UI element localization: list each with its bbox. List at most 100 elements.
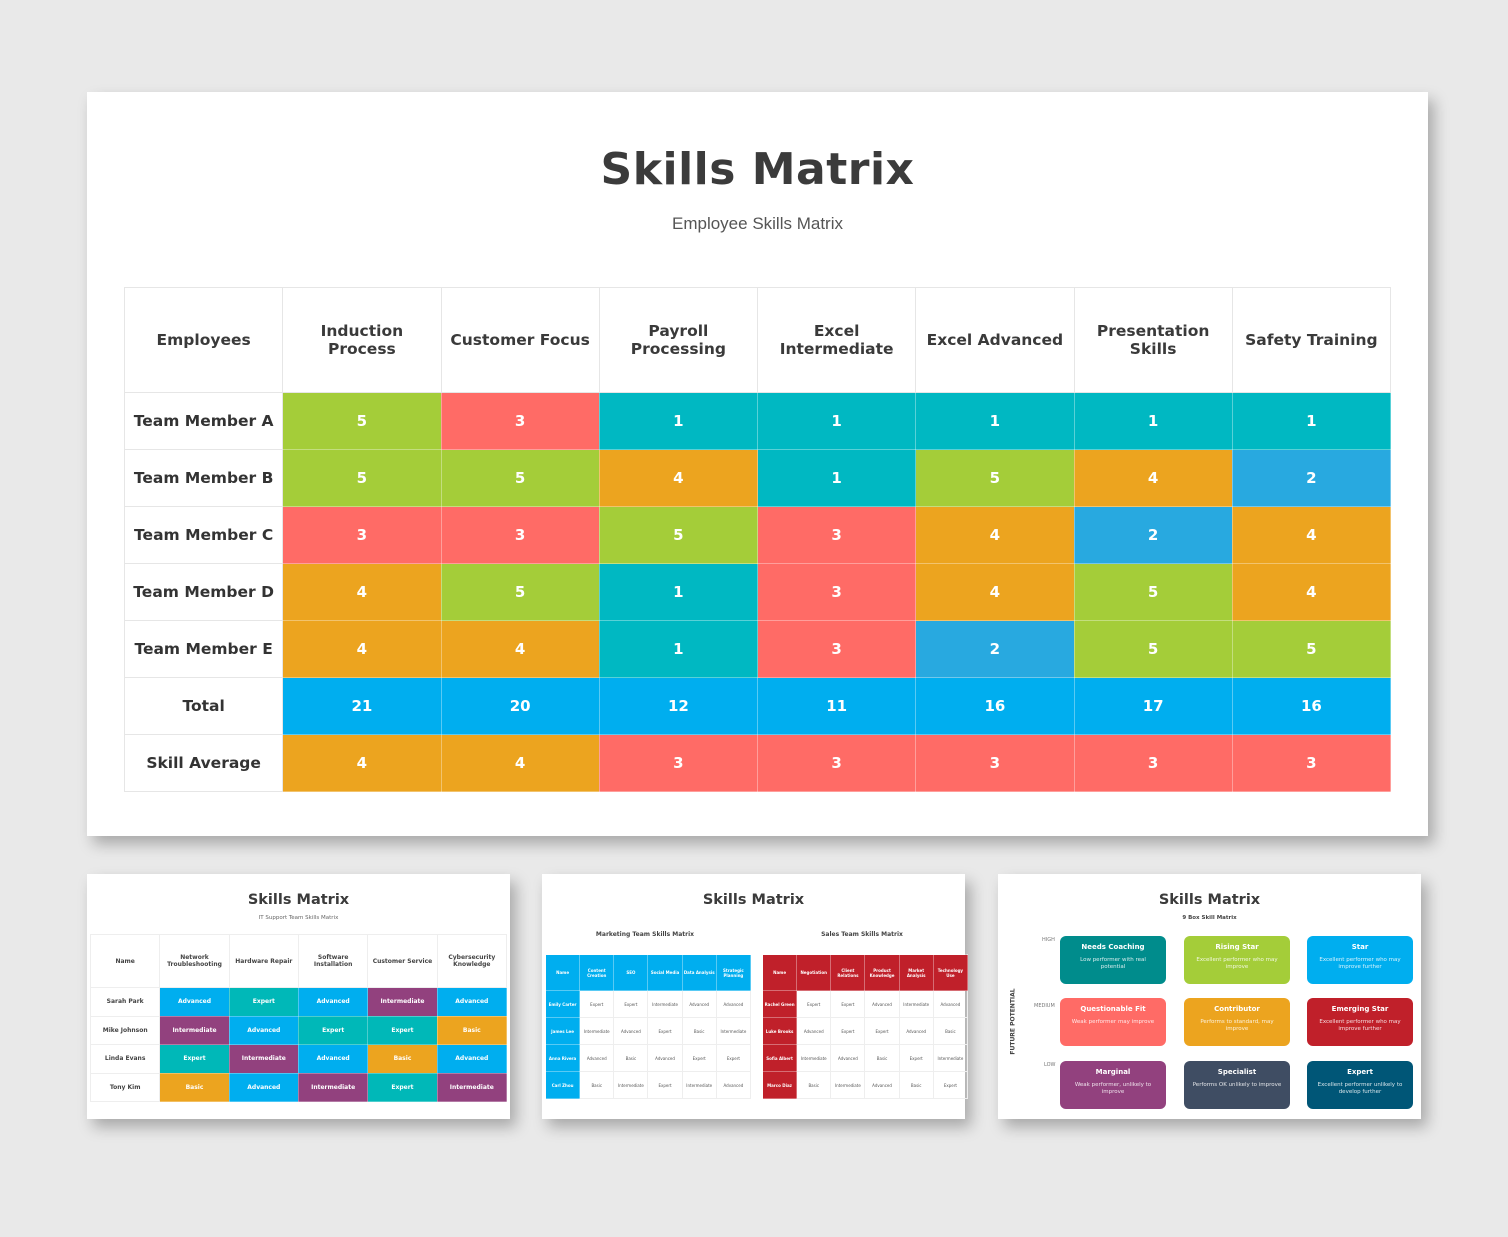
box-title: Contributor <box>1214 1005 1260 1013</box>
level-cell: Expert <box>159 1044 230 1074</box>
level-cell: Expert <box>613 990 649 1018</box>
level-cell: Expert <box>830 1017 866 1045</box>
row-label: Luke Brooks <box>761 1017 798 1045</box>
nine-box-cell: Star Excellent performer who may improve … <box>1307 936 1413 984</box>
level-cell: Expert <box>830 990 866 1018</box>
score-cell: 2 <box>915 620 1075 678</box>
header-row: Employees Induction Process Customer Focus… <box>123 287 1392 393</box>
level-cell: Intermediate <box>159 1015 230 1045</box>
level-cell: Advanced <box>715 1071 752 1099</box>
score-cell: 3 <box>1073 734 1233 792</box>
level-cell: Advanced <box>681 990 717 1018</box>
nine-box-cell: Needs Coaching Low performer with real po… <box>1060 936 1166 984</box>
score-cell: 4 <box>915 563 1075 621</box>
score-cell: 17 <box>1073 677 1233 735</box>
box-title: Emerging Star <box>1331 1005 1389 1013</box>
level-cell: Expert <box>647 1071 683 1099</box>
level-cell: Expert <box>681 1044 717 1072</box>
score-cell: 2 <box>1073 506 1233 564</box>
row-label: Carl Zhou <box>544 1071 581 1099</box>
box-title: Specialist <box>1217 1068 1257 1076</box>
column-header: Customer Service <box>367 934 438 988</box>
box-text: Weak performer, unlikely to improve <box>1074 1082 1152 1095</box>
score-cell: 4 <box>915 506 1075 564</box>
score-cell: 20 <box>440 677 600 735</box>
marketing-caption: Marketing Team Skills Matrix <box>595 931 695 938</box>
box-text: Low performer with real potential <box>1080 957 1146 970</box>
header-row: Name Content Creation SEO Social Media Data … <box>544 954 752 991</box>
level-cell: Expert <box>864 1017 900 1045</box>
box-text: Weak performer may improve <box>1071 1019 1155 1025</box>
level-cell: Basic <box>898 1071 934 1099</box>
axis-label: FUTURE POTENTIAL <box>1009 988 1017 1055</box>
nine-box-cell: Questionable Fit Weak performer may impro… <box>1060 998 1166 1046</box>
column-header: Excel Intermediate <box>756 287 917 393</box>
column-header: SEO <box>613 954 649 991</box>
main-slide[interactable]: Skills Matrix Employee Skills Matrix Emp… <box>87 92 1428 836</box>
score-cell: 5 <box>1073 620 1233 678</box>
sales-caption: Sales Team Skills Matrix <box>821 931 903 938</box>
nine-box-cell: Emerging Star Excellent performer who may… <box>1307 998 1413 1046</box>
level-cell: Advanced <box>796 1017 832 1045</box>
level-cell: Advanced <box>159 987 230 1017</box>
level-cell: Intermediate <box>647 990 683 1018</box>
column-header: Product Knowledge <box>864 954 900 991</box>
box-title: Star <box>1351 943 1369 951</box>
score-cell: 11 <box>756 677 917 735</box>
sales-table: Name Negotiation Client Relations Product K… <box>761 954 969 1099</box>
thumbnail-it-support[interactable]: Skills Matrix IT Support Team Skills Mat… <box>87 874 510 1119</box>
thumbnail-marketing-sales[interactable]: Skills Matrix Marketing Team Skills Matr… <box>542 874 969 1119</box>
it-skills-table: Name Network Troubleshooting Hardware Repa… <box>89 934 508 1102</box>
column-header: Software Installation <box>297 934 369 988</box>
level-cell: Advanced <box>436 1044 508 1074</box>
level-cell: Advanced <box>297 987 369 1017</box>
box-text: Excellent performer who may improve furt… <box>1319 957 1401 970</box>
level-cell: Basic <box>796 1071 832 1099</box>
row-label: Anna Rivera <box>544 1044 581 1072</box>
score-cell: 3 <box>440 392 600 450</box>
score-cell: 5 <box>440 449 600 507</box>
table-row: Mike Johnson Intermediate Advanced Expert Ex… <box>89 1015 508 1045</box>
column-header: Market Analysis <box>898 954 934 991</box>
level-cell: Expert <box>367 1072 438 1102</box>
table-row: Anna Rivera Advanced Basic Advanced Expert Ex… <box>544 1044 752 1072</box>
score-cell: 4 <box>282 734 442 792</box>
row-label: Linda Evans <box>89 1044 161 1074</box>
table-row: Sarah Park Advanced Expert Advanced Intermed… <box>89 987 508 1017</box>
thumbnail-9-box[interactable]: Skills Matrix 9 Box Skill Matrix HIGH ME… <box>998 874 1421 1119</box>
level-cell: Advanced <box>436 987 508 1017</box>
level-cell: Expert <box>647 1017 683 1045</box>
level-cell: Intermediate <box>436 1072 508 1102</box>
column-header: Induction Process <box>282 287 442 393</box>
level-cell: Expert <box>297 1015 369 1045</box>
table-row: Luke Brooks Advanced Expert Expert Advanced B… <box>761 1017 969 1045</box>
level-cell: Advanced <box>297 1044 369 1074</box>
score-cell: 4 <box>1073 449 1233 507</box>
score-cell: 5 <box>1073 563 1233 621</box>
level-cell: Advanced <box>898 1017 934 1045</box>
table-row: Rachel Green Expert Expert Advanced Intermed… <box>761 990 969 1018</box>
level-cell: Basic <box>864 1044 900 1072</box>
table-row: Total 21 20 12 11 16 17 16 <box>123 677 1392 735</box>
level-cell: Advanced <box>830 1044 866 1072</box>
score-cell: 5 <box>440 563 600 621</box>
level-medium: MEDIUM <box>1034 1003 1055 1009</box>
slide-title: Skills Matrix <box>600 144 915 195</box>
table-row: Carl Zhou Basic Intermediate Expert Intermed… <box>544 1071 752 1099</box>
box-text: Excellent performer who may improve <box>1196 957 1278 970</box>
column-header: Social Media <box>647 954 683 991</box>
level-cell: Basic <box>681 1017 717 1045</box>
row-label: Tony Kim <box>89 1072 161 1102</box>
row-label: Emily Carter <box>544 990 581 1018</box>
score-cell: 3 <box>282 506 442 564</box>
table-row: Linda Evans Expert Intermediate Advanced Bas… <box>89 1044 508 1074</box>
level-cell: Basic <box>367 1044 438 1074</box>
score-cell: 5 <box>282 392 442 450</box>
score-cell: 3 <box>440 506 600 564</box>
row-label: Team Member C <box>123 506 284 564</box>
score-cell: 3 <box>756 563 917 621</box>
level-cell: Advanced <box>864 990 900 1018</box>
box-title: Needs Coaching <box>1081 943 1145 951</box>
score-cell: 1 <box>756 392 917 450</box>
